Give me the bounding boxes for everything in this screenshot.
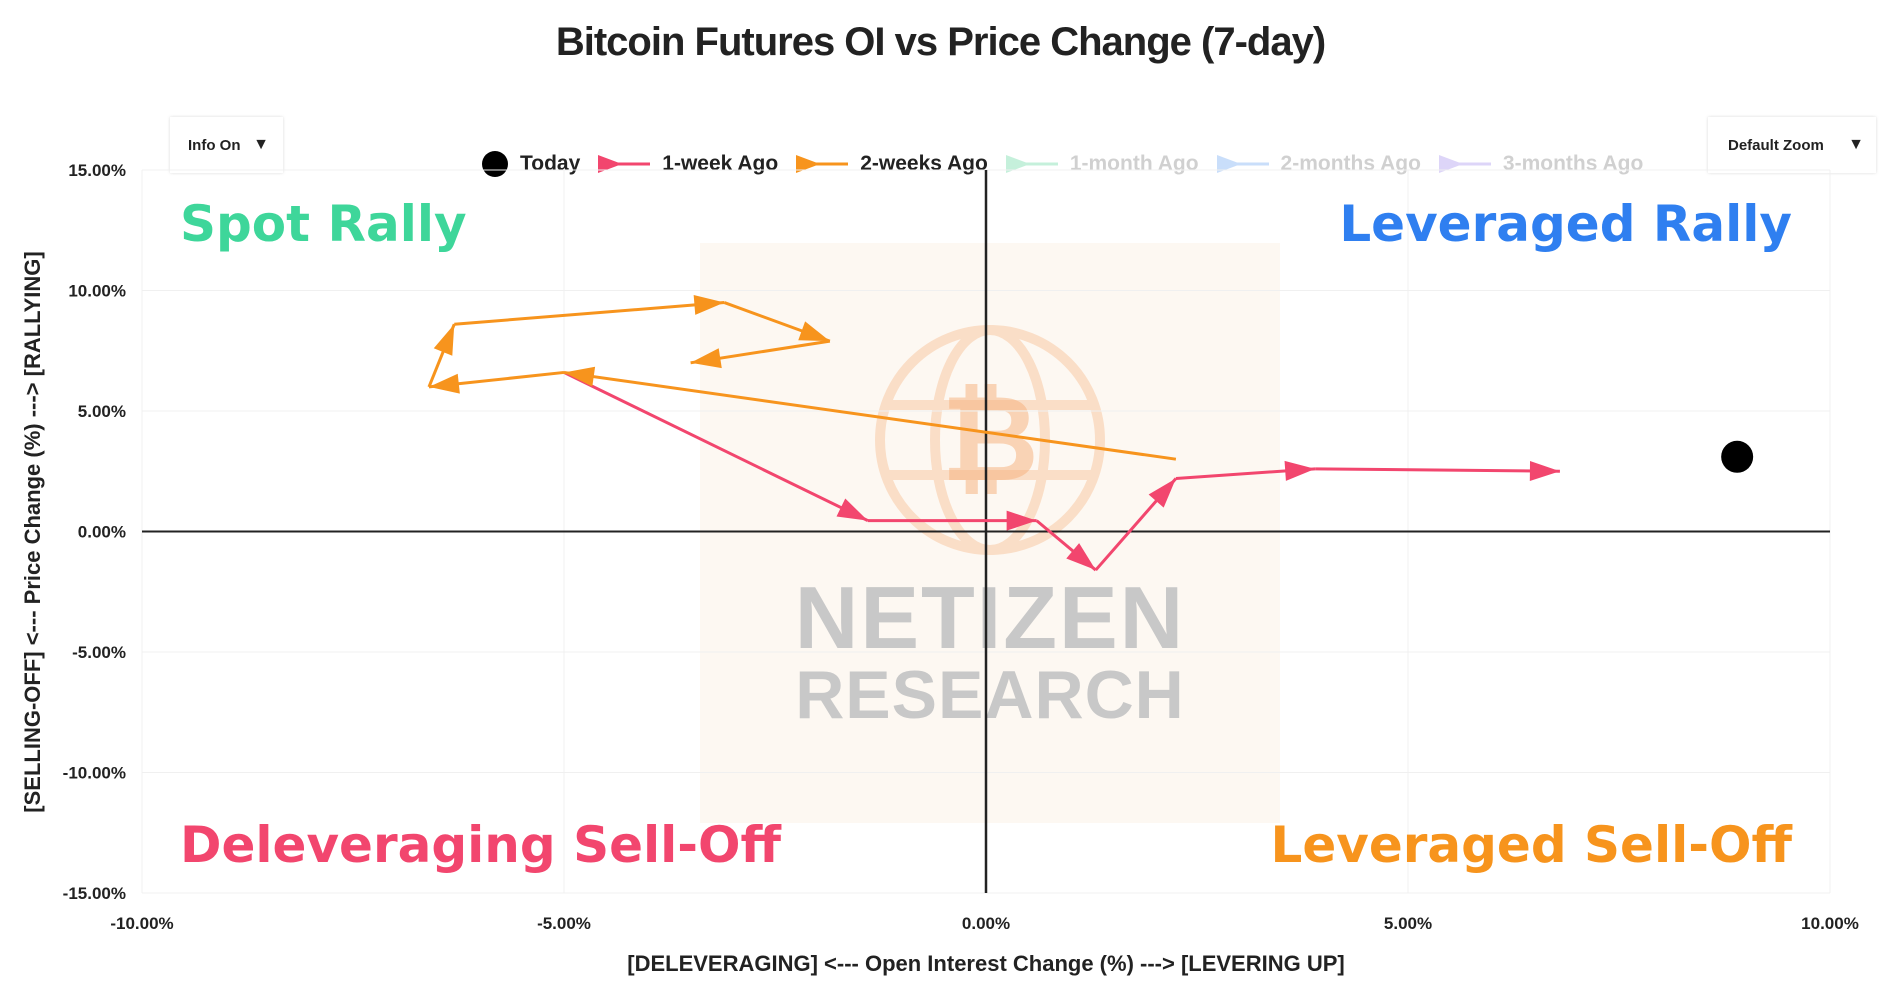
watermark-background [700,243,1280,823]
arrow-head [1284,460,1316,481]
legend-label: 1-month Ago [1069,152,1199,175]
legend-label: 2-weeks Ago [860,152,988,175]
y-tick-label: -15.00% [63,884,126,903]
legend-arrow-icon [1216,155,1269,173]
series-segment [454,301,725,326]
x-tick-label: 10.00% [1801,914,1859,933]
x-tick-label: -5.00% [537,914,591,933]
arrow-head [690,348,722,369]
y-tick-label: 0.00% [78,523,126,542]
quadrant-label-leveraged-sell-off: Leveraged Sell-Off [1270,816,1792,874]
legend-label: 3-months Ago [1502,152,1644,175]
arrow-head [693,294,725,315]
legend-item[interactable]: 1-month Ago [1004,149,1199,179]
arrow-head [798,321,830,342]
legend-label: 2-months Ago [1280,152,1421,175]
legend-label: Today [520,152,581,175]
arrow-head [564,366,596,387]
y-tick-label: -10.00% [63,764,126,783]
arrow-head [1066,543,1096,571]
legend-label: 1-week Ago [662,152,779,175]
series-1-week-ago [563,371,1560,572]
x-tick-label: -10.00% [110,914,173,933]
bitcoin-symbol-icon: ₿ [941,370,1039,509]
arrow-head [428,373,460,394]
legend-item[interactable]: 1-week Ago [596,149,778,179]
watermark: ₿ NETIZEN RESEARCH [700,243,1280,823]
series-segment [563,370,1177,461]
y-tick-label: 15.00% [68,161,126,180]
arrow-head [1006,510,1037,531]
chevron-down-icon: ▼ [1848,136,1864,153]
y-tick-label: 10.00% [68,282,126,301]
arrow-head [836,498,868,521]
legend-arrow-icon [796,155,849,173]
x-axis-title: [DELEVERAGING] <--- Open Interest Change… [627,951,1344,976]
info-toggle-dropdown[interactable]: Info On ▼ [170,117,283,173]
quadrant-label-spot-rally: Spot Rally [180,195,467,253]
legend-arrow-icon [1438,155,1491,173]
watermark-line2: RESEARCH [795,657,1185,733]
info-toggle-label: Info On [188,136,241,154]
series-segment [563,371,869,523]
arrow-head [433,324,455,356]
today-marker [1721,440,1754,473]
watermark-line1: NETIZEN [795,568,1185,667]
legend-arrow-icon [1005,155,1058,173]
zoom-label: Default Zoom [1728,136,1824,154]
chevron-down-icon: ▼ [253,136,269,153]
x-tick-label: 5.00% [1384,914,1432,933]
x-tick-label: 0.00% [962,914,1010,933]
quadrant-label-deleveraging-sell-off: Deleveraging Sell-Off [180,816,782,874]
chart-title: Bitcoin Futures OI vs Price Change (7-da… [555,20,1326,64]
arrow-head [1148,478,1176,508]
y-tick-label: 5.00% [78,402,126,421]
series-segment [1315,467,1560,473]
y-axis-title: [SELLING-OFF] <--- Price Change (%) --->… [20,251,45,812]
y-tick-label: -5.00% [72,643,126,662]
legend-item[interactable]: 2-weeks Ago [794,149,988,179]
chart-legend: Today 1-week Ago 2-weeks Ago 1-month Ago 2-m… [480,149,1659,179]
series-2-weeks-ago [427,294,1177,461]
legend-item[interactable]: 2-months Ago [1215,149,1421,179]
zoom-dropdown[interactable]: Default Zoom ▼ [1708,117,1876,173]
legend-item[interactable]: 3-months Ago [1437,149,1643,179]
legend-arrow-icon [598,155,651,173]
quadrant-label-leveraged-rally: Leveraged Rally [1339,195,1792,253]
arrow-head [1529,460,1560,481]
